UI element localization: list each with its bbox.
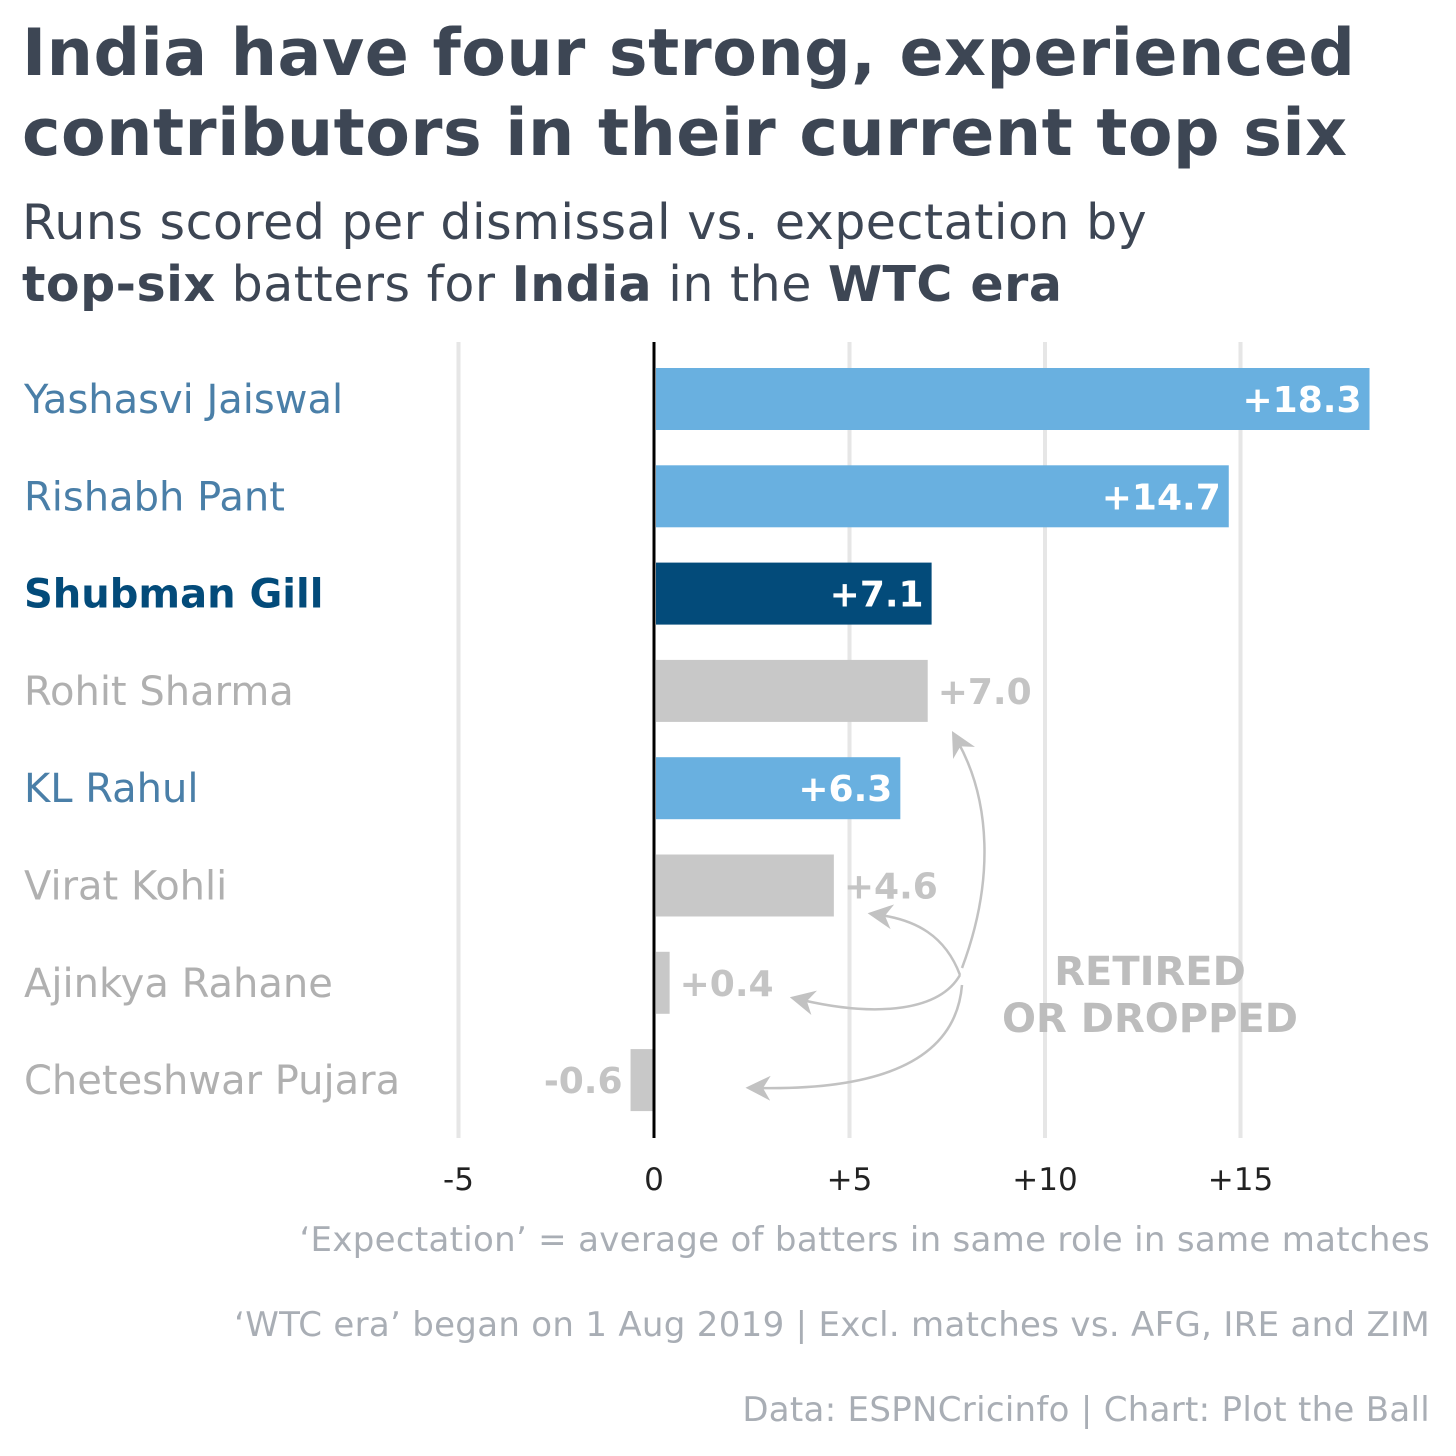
- note-expectation: ‘Expectation’ = average of batters in sa…: [299, 1220, 1430, 1260]
- subtitle-bold-top-six: top-six: [22, 256, 216, 313]
- player-name: Shubman Gill: [24, 572, 323, 618]
- arrow-to-rohit: [951, 731, 986, 969]
- subtitle-text-batters-for: batters for: [215, 256, 512, 313]
- player-name: KL Rahul: [24, 766, 198, 812]
- player-names: Yashasvi Jaiswal Rishabh Pant Shubman Gill…: [23, 377, 400, 1104]
- bar-rishabh-pant: [656, 465, 1229, 528]
- value-label: +6.3: [798, 769, 892, 810]
- value-label: +7.0: [938, 672, 1032, 713]
- bar-shubman-gill: [656, 562, 932, 625]
- value-label: +7.1: [830, 575, 924, 616]
- title-line-1: India have four strong, experienced: [22, 16, 1356, 91]
- player-name: Yashasvi Jaiswal: [23, 377, 343, 423]
- subtitle-text-in-the: in the: [652, 256, 828, 313]
- player-name: Ajinkya Rahane: [24, 961, 333, 1007]
- bar-virat-kohli: [656, 854, 834, 917]
- arrow-to-pujara: [745, 984, 964, 1101]
- x-tick-label: 0: [644, 1162, 664, 1198]
- x-tick-label: +5: [827, 1162, 873, 1198]
- annotation-line-1: RETIRED: [1054, 949, 1246, 995]
- chart-subtitle: Runs scored per dismissal vs. expectatio…: [22, 192, 1442, 316]
- player-name: Cheteshwar Pujara: [24, 1058, 400, 1104]
- annotation-line-2: OR DROPPED: [1002, 996, 1298, 1042]
- value-label: +14.7: [1102, 477, 1221, 518]
- value-label: +18.3: [1243, 380, 1362, 421]
- arrow-to-rahane: [789, 974, 962, 1015]
- player-name: Virat Kohli: [24, 864, 227, 910]
- x-tick-label: +10: [1012, 1162, 1077, 1198]
- player-name: Rishabh Pant: [24, 474, 285, 520]
- bar-yashasvi-jaiswal: [656, 368, 1370, 430]
- bar-ajinkya-rahane: [656, 951, 670, 1014]
- subtitle-line-1: Runs scored per dismissal vs. expectatio…: [22, 194, 1148, 251]
- x-axis-ticks: -5 0 +5 +10 +15: [443, 1162, 1273, 1198]
- subtitle-bold-wtc-era: WTC era: [827, 256, 1063, 313]
- retired-annotation: RETIRED OR DROPPED: [745, 731, 1298, 1101]
- subtitle-line-2: top-six batters for India in the WTC era: [22, 254, 1442, 316]
- value-labels: +18.3 +14.7 +7.1 +7.0 +6.3 +4.6 +0.4 -0.6: [544, 380, 1362, 1102]
- bar-cheteshwar-pujara: [630, 1049, 654, 1112]
- value-label: +4.6: [844, 867, 938, 908]
- chart-title: India have four strong, experienced cont…: [22, 14, 1442, 174]
- x-tick-label: +15: [1208, 1162, 1273, 1198]
- x-tick-label: -5: [443, 1162, 474, 1198]
- value-label: -0.6: [544, 1061, 623, 1102]
- title-line-2: contributors in their current top six: [22, 96, 1348, 171]
- bars: [630, 368, 1370, 1112]
- player-name: Rohit Sharma: [24, 669, 294, 715]
- subtitle-bold-india: India: [511, 256, 653, 313]
- bar-rohit-sharma: [656, 659, 928, 722]
- note-source: Data: ESPNCricinfo | Chart: Plot the Bal…: [742, 1390, 1430, 1430]
- note-wtc-era: ‘WTC era’ began on 1 Aug 2019 | Excl. ma…: [234, 1305, 1430, 1345]
- arrow-to-kohli: [867, 904, 962, 976]
- value-label: +0.4: [680, 964, 774, 1005]
- bar-kl-rahul: [656, 757, 901, 820]
